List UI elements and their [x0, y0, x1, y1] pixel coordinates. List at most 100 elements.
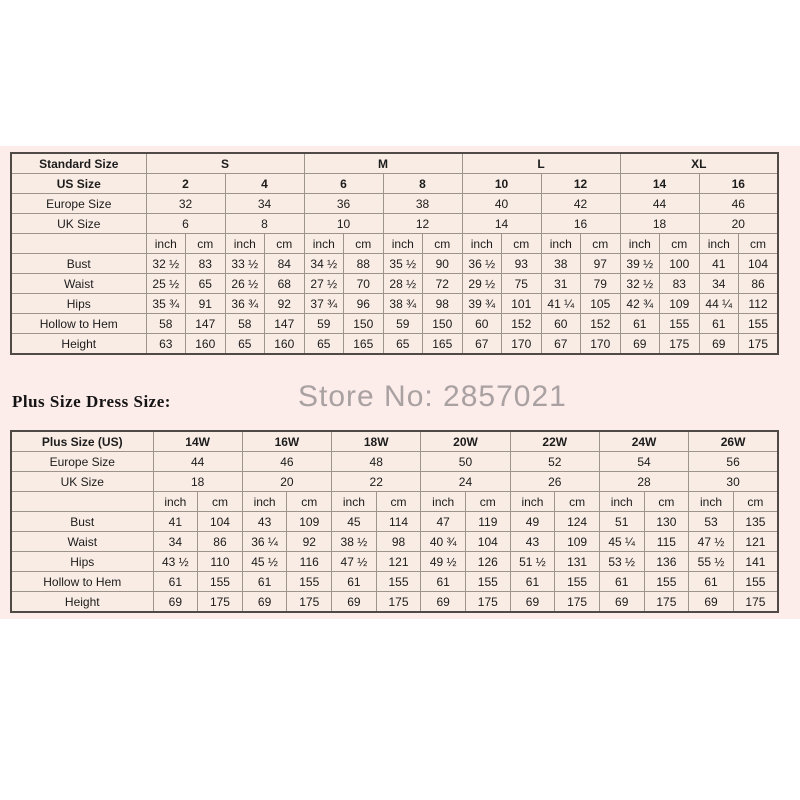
- unit-header: inch: [540, 233, 581, 254]
- measure-cell: 96: [343, 293, 384, 314]
- group-header: 24W: [598, 430, 690, 452]
- measure-cell: 155: [643, 571, 690, 592]
- group-header: L: [461, 152, 621, 174]
- measure-cell: 175: [554, 591, 600, 613]
- measure-cell: 98: [422, 293, 463, 314]
- unit-header-row: inch cm inch cm inch cm inch cm inch cm inch cm inch…: [10, 491, 779, 512]
- row-label: US Size: [10, 173, 147, 194]
- unit-header: cm: [286, 491, 333, 512]
- group-header: M: [303, 152, 463, 174]
- measure-cell: 59: [303, 313, 344, 334]
- size-row: US Size 2 4 6 8 10 12 14 16: [10, 173, 779, 194]
- measure-cell: 121: [732, 531, 779, 552]
- measure-cell: 101: [501, 293, 542, 314]
- measure-cell: 36 ¾: [224, 293, 265, 314]
- group-header: XL: [619, 152, 779, 174]
- measure-cell: 175: [659, 333, 700, 355]
- measure-cell: 61: [598, 571, 645, 592]
- measure-cell: 104: [464, 531, 511, 552]
- row-label: UK Size: [10, 471, 154, 492]
- measure-cell: 160: [185, 333, 226, 355]
- measure-cell: 175: [197, 591, 243, 613]
- measure-cell: 36 ¼: [241, 531, 288, 552]
- row-label: Height: [10, 591, 154, 613]
- unit-header: inch: [382, 233, 423, 254]
- size-cell: 14: [461, 213, 542, 234]
- measure-cell: 170: [501, 333, 542, 355]
- measure-cell: 34: [698, 273, 739, 294]
- measure-cell: 69: [420, 591, 466, 613]
- unit-header-row: inch cm inch cm inch cm inch cm inch cm inch cm inch…: [10, 233, 779, 254]
- measure-cell: 67: [461, 333, 502, 355]
- size-cell: 20: [241, 471, 333, 492]
- row-label: Height: [10, 333, 147, 355]
- size-cell: 12: [540, 173, 621, 194]
- size-cell: 10: [303, 213, 384, 234]
- size-cell: 18: [619, 213, 700, 234]
- measure-cell: 91: [185, 293, 226, 314]
- measure-cell: 26 ½: [224, 273, 265, 294]
- measure-cell: 35 ½: [382, 253, 423, 274]
- empty-corner: [10, 233, 147, 254]
- size-cell: 42: [540, 193, 621, 214]
- unit-header: cm: [732, 491, 779, 512]
- unit-header: cm: [659, 233, 700, 254]
- measure-cell: 93: [501, 253, 542, 274]
- unit-header: inch: [598, 491, 645, 512]
- size-cell: 38: [382, 193, 463, 214]
- measure-cell: 165: [343, 333, 384, 355]
- corner-label: Plus Size (US): [10, 430, 154, 452]
- measure-cell: 175: [375, 591, 422, 613]
- measure-row: Waist 34 86 36 ¼ 92 38 ½ 98 40 ¾ 104 43 109 45 ¼ 115…: [10, 531, 779, 552]
- measure-cell: 100: [659, 253, 700, 274]
- unit-header: inch: [241, 491, 288, 512]
- measure-cell: 47: [420, 511, 466, 532]
- size-cell: 14: [619, 173, 700, 194]
- unit-header: inch: [224, 233, 265, 254]
- size-cell: 50: [420, 451, 511, 472]
- unit-header: inch: [461, 233, 502, 254]
- measure-cell: 147: [185, 313, 226, 334]
- measure-cell: 49: [509, 511, 556, 532]
- measure-cell: 109: [554, 531, 600, 552]
- size-cell: 28: [598, 471, 690, 492]
- size-cell: 40: [461, 193, 542, 214]
- measure-cell: 135: [732, 511, 779, 532]
- measure-cell: 170: [580, 333, 621, 355]
- unit-header: inch: [303, 233, 344, 254]
- measure-cell: 38 ½: [331, 531, 377, 552]
- group-header: 14W: [152, 430, 243, 452]
- size-row: UK Size 6 8 10 12 14 16 18 20: [10, 213, 779, 234]
- measure-cell: 69: [698, 333, 739, 355]
- size-cell: 10: [461, 173, 542, 194]
- measure-cell: 152: [501, 313, 542, 334]
- measure-cell: 104: [197, 511, 243, 532]
- measure-cell: 42 ¾: [619, 293, 660, 314]
- measure-cell: 165: [422, 333, 463, 355]
- measure-cell: 104: [738, 253, 779, 274]
- size-cell: 34: [224, 193, 305, 214]
- store-number-watermark: Store No: 2857021: [298, 380, 567, 413]
- measure-cell: 65: [185, 273, 226, 294]
- measure-cell: 61: [331, 571, 377, 592]
- size-cell: 36: [303, 193, 384, 214]
- measure-cell: 61: [688, 571, 734, 592]
- measure-cell: 155: [197, 571, 243, 592]
- measure-cell: 155: [732, 571, 779, 592]
- group-header-row: Standard Size S M L XL: [10, 152, 779, 174]
- measure-cell: 47 ½: [331, 551, 377, 572]
- size-cell: 6: [145, 213, 226, 234]
- unit-header: cm: [464, 491, 511, 512]
- measure-cell: 32 ½: [145, 253, 186, 274]
- measure-cell: 43: [509, 531, 556, 552]
- measure-cell: 49 ½: [420, 551, 466, 572]
- measure-cell: 150: [422, 313, 463, 334]
- measure-cell: 38: [540, 253, 581, 274]
- measure-cell: 69: [619, 333, 660, 355]
- plus-size-section-title: Plus Size Dress Size:: [12, 392, 171, 411]
- measure-cell: 58: [145, 313, 186, 334]
- measure-cell: 175: [643, 591, 690, 613]
- unit-header: inch: [688, 491, 734, 512]
- measure-cell: 60: [461, 313, 502, 334]
- measure-cell: 69: [152, 591, 199, 613]
